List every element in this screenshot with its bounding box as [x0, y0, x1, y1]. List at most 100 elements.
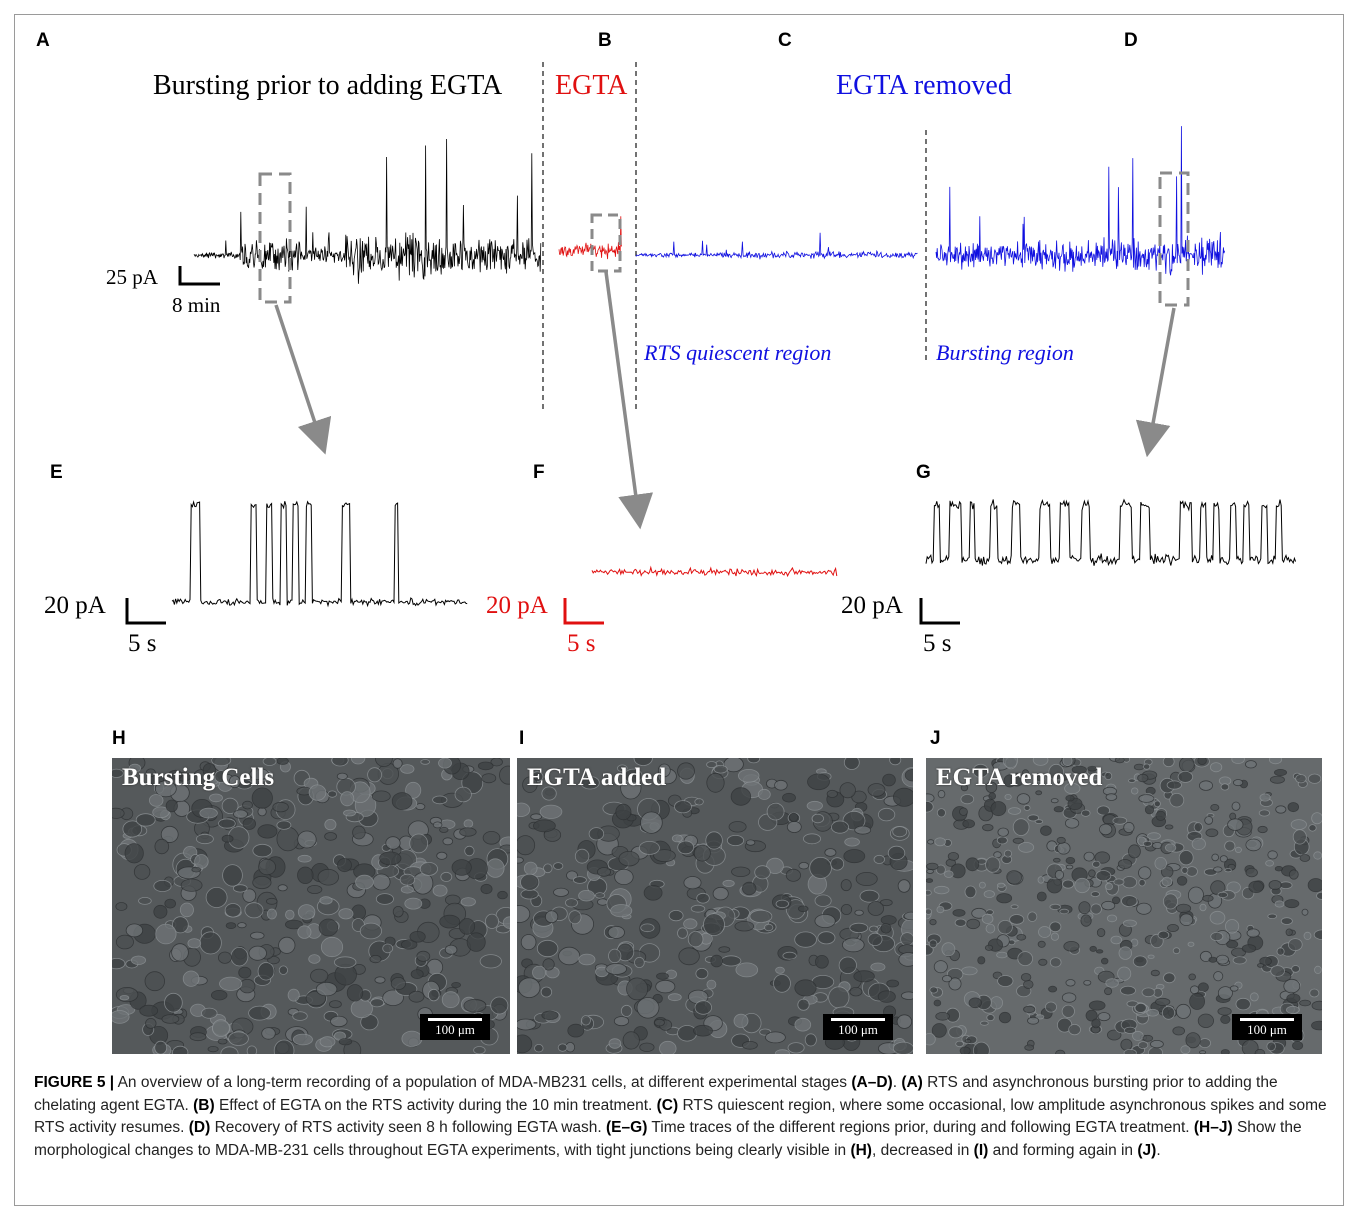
cell-blob [1110, 935, 1123, 945]
cell-blob [553, 887, 569, 897]
cell-blob [782, 951, 797, 960]
cell-blob [1009, 914, 1025, 925]
cell-blob [464, 845, 475, 857]
cell-blob [1122, 919, 1137, 927]
cell-blob [1162, 893, 1178, 910]
scale-label-i: 100 μm [838, 1022, 878, 1037]
cell-blob [937, 789, 946, 799]
cell-blob [892, 1041, 913, 1054]
panel-label-i: I [519, 728, 525, 749]
cell-blob [1097, 1012, 1111, 1022]
cell-blob [613, 1016, 630, 1027]
cell-blob [541, 786, 557, 801]
cell-blob [1035, 773, 1046, 783]
cell-blob [212, 1019, 230, 1037]
cell-blob [1101, 900, 1116, 911]
cell-blob [1155, 997, 1171, 1006]
panel-label-d: D [1124, 30, 1138, 51]
cell-blob [409, 931, 426, 943]
cell-blob [1172, 1026, 1186, 1036]
scale-box-h: 100 μm [420, 1014, 490, 1040]
cell-blob [634, 956, 645, 968]
cell-blob [374, 976, 386, 984]
cell-blob [983, 890, 995, 899]
cell-blob [774, 779, 788, 791]
cell-blob [517, 802, 531, 817]
cell-blob [1016, 793, 1031, 805]
trace-d-line [935, 126, 1225, 276]
cell-blob [463, 998, 487, 1013]
cell-blob [125, 923, 144, 938]
cell-blob [297, 866, 314, 885]
cell-blob [706, 979, 717, 990]
cell-blob [1007, 807, 1022, 815]
cell-blob [315, 981, 338, 997]
cell-blob [766, 802, 785, 821]
cell-blob [385, 836, 401, 850]
cell-blob [1045, 1001, 1058, 1013]
cell-blob [1061, 992, 1077, 1003]
cell-blob [1161, 1005, 1175, 1020]
cell-blob [622, 1031, 640, 1050]
cell-blob [272, 801, 289, 813]
cell-blob [266, 897, 278, 905]
cell-blob [115, 902, 128, 911]
cell-blob [1087, 765, 1098, 772]
cell-blob [1162, 758, 1175, 768]
cell-blob [122, 820, 143, 838]
cell-blob [720, 955, 742, 967]
cell-blob [1299, 999, 1312, 1007]
cell-blob [936, 808, 946, 818]
cell-blob [640, 923, 655, 933]
cell-blob [617, 764, 628, 773]
figure-caption: FIGURE 5 | An overview of a long-term re… [34, 1072, 1334, 1162]
cell-blob [594, 892, 606, 899]
cell-blob [706, 761, 718, 769]
caption-text-4: Effect of EGTA on the RTS activity durin… [214, 1096, 657, 1114]
cell-blob [238, 966, 252, 979]
cell-blob [1141, 987, 1156, 998]
cell-blob [199, 807, 218, 819]
cell-blob [623, 768, 643, 784]
cell-blob [355, 874, 374, 890]
cell-blob [370, 998, 385, 1008]
cell-blob [1267, 850, 1278, 860]
cell-blob [239, 978, 256, 994]
cell-blob [1032, 758, 1049, 766]
cell-blob [1105, 793, 1118, 801]
cell-blob [620, 1004, 633, 1017]
cell-blob [1314, 965, 1322, 974]
cell-blob [1165, 843, 1177, 852]
cell-blob [266, 908, 277, 920]
cell-blob [965, 857, 980, 872]
e-scale-bar [125, 598, 166, 625]
cell-blob [638, 841, 660, 855]
cell-blob [324, 832, 338, 841]
cell-blob [209, 793, 223, 803]
cell-blob [128, 763, 142, 773]
caption-text-10: and forming again in [988, 1141, 1138, 1159]
cell-blob [959, 1046, 971, 1054]
cell-blob [934, 837, 946, 847]
cell-blob [517, 1034, 533, 1054]
scale-label-h: 100 μm [435, 1022, 475, 1037]
cell-blob [735, 962, 759, 978]
arrow-to-g [1135, 307, 1176, 458]
cell-blob [610, 904, 633, 918]
cell-blob [1024, 1044, 1035, 1051]
cell-blob [1065, 817, 1080, 829]
cell-blob [401, 1030, 423, 1047]
cell-blob [224, 903, 242, 918]
cell-blob [1213, 971, 1224, 982]
caption-ref-6: (E–G) [606, 1119, 648, 1136]
cell-blob [614, 869, 634, 886]
cell-blob [728, 821, 747, 833]
cell-blob [1113, 878, 1125, 886]
cell-blob [249, 768, 270, 781]
cell-blob [1037, 940, 1046, 948]
cell-blob [854, 909, 864, 916]
cell-blob [766, 857, 784, 875]
cell-blob [1308, 824, 1317, 832]
cell-blob [843, 758, 860, 770]
cell-blob [706, 772, 725, 793]
